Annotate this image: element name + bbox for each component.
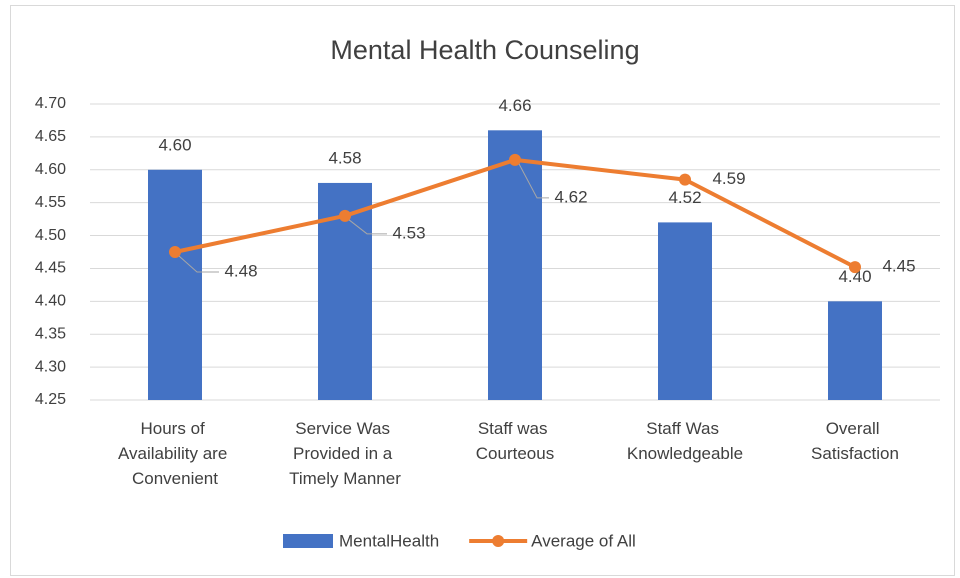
line-marker [849, 261, 861, 274]
leader-line [178, 255, 219, 273]
leader-line [348, 219, 387, 235]
y-tick-label: 4.55 [35, 194, 66, 211]
line-marker [339, 209, 351, 222]
chart-title: Mental Health Counseling [330, 35, 639, 65]
data-label: 4.60 [158, 135, 191, 154]
legend-marker [492, 535, 505, 547]
legend-swatch [283, 534, 333, 548]
bar [148, 169, 202, 400]
x-tick-label: Staff was Courteous [476, 419, 554, 463]
y-tick-label: 4.40 [35, 293, 66, 310]
x-tick-label: Hours of Availability are Convenient [118, 419, 232, 488]
y-tick-label: 4.45 [35, 260, 66, 277]
data-label: 4.52 [668, 188, 701, 207]
line-marker [679, 173, 691, 186]
bar [828, 301, 882, 400]
data-label: 4.45 [882, 257, 915, 276]
bar [488, 130, 542, 401]
legend-label: MentalHealth [339, 531, 439, 550]
leader-line [518, 163, 549, 199]
y-tick-label: 4.50 [35, 227, 66, 244]
data-label: 4.53 [392, 223, 425, 242]
data-label: 4.66 [498, 96, 531, 115]
data-label: 4.48 [224, 261, 257, 280]
data-label: 4.58 [328, 148, 361, 167]
data-label: 4.62 [554, 187, 587, 206]
y-tick-label: 4.35 [35, 325, 66, 342]
y-tick-label: 4.65 [35, 128, 66, 145]
line-marker [169, 246, 181, 258]
x-tick-label: Overall Satisfaction [811, 419, 899, 463]
legend-label: Average of All [531, 531, 636, 550]
data-label: 4.59 [712, 169, 745, 188]
y-tick-label: 4.60 [35, 161, 66, 178]
line-marker [509, 153, 521, 166]
x-tick-label: Service Was Provided in a Timely Manner [289, 419, 401, 488]
data-label: 4.40 [838, 267, 871, 286]
y-tick-label: 4.25 [35, 391, 66, 408]
y-tick-label: 4.30 [35, 358, 66, 375]
x-tick-label: Staff Was Knowledgeable [627, 419, 743, 463]
y-tick-label: 4.70 [35, 95, 66, 112]
bar [658, 222, 712, 400]
